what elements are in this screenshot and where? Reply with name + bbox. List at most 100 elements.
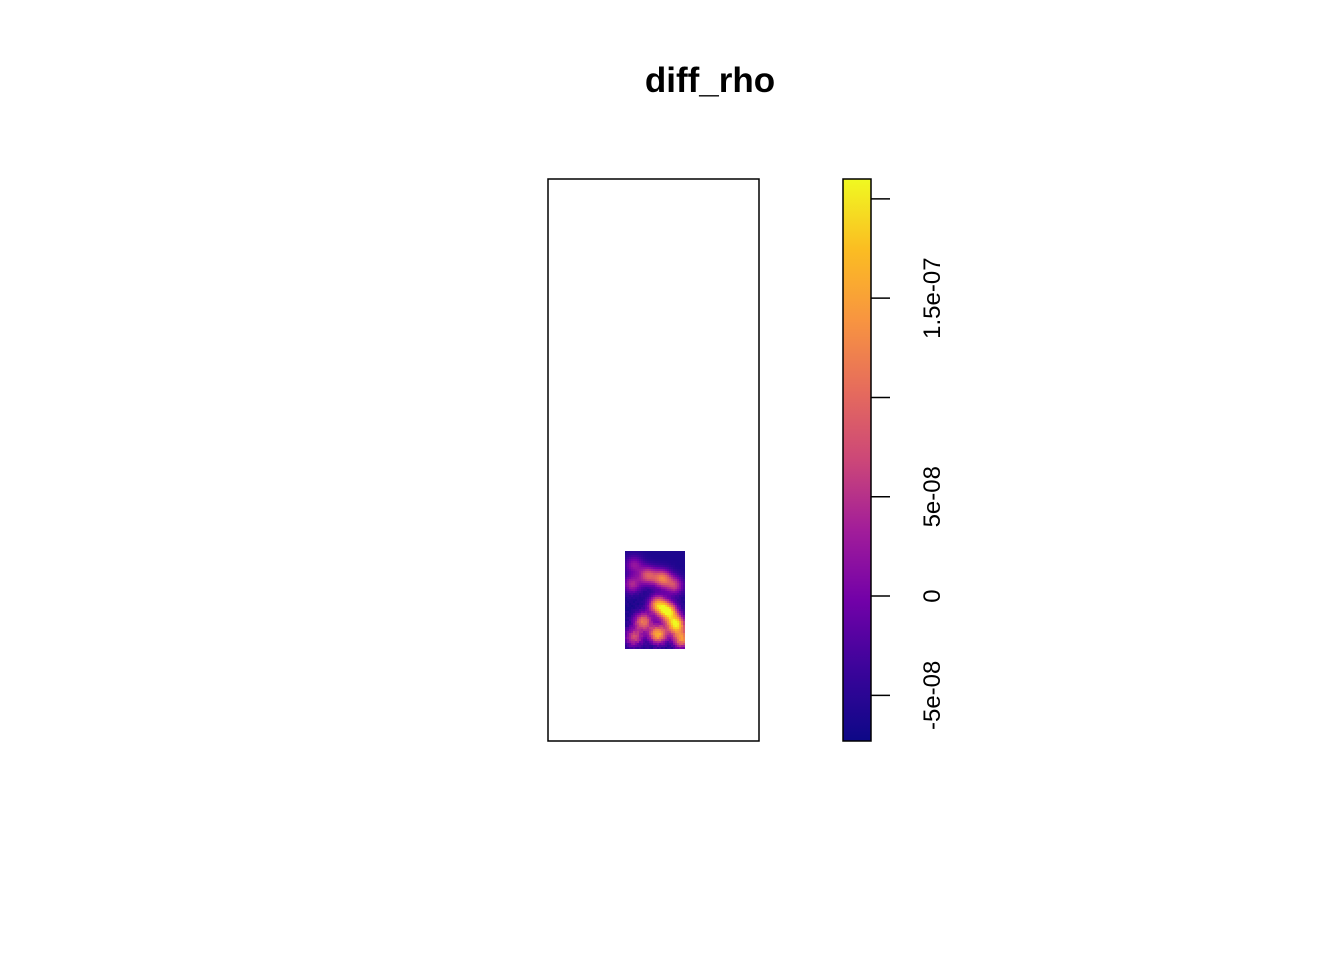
heatmap-cell — [659, 567, 662, 570]
heatmap-cell — [675, 587, 678, 590]
heatmap-cell — [651, 647, 654, 649]
heatmap-cell — [637, 561, 640, 564]
heatmap-cell — [667, 619, 670, 622]
heatmap-cell — [673, 631, 676, 634]
heatmap-cell — [629, 553, 632, 556]
heatmap-cell — [643, 635, 646, 638]
heatmap-cell — [667, 567, 670, 570]
heatmap-cell — [635, 617, 638, 620]
heatmap-cell — [635, 577, 638, 580]
heatmap-cell — [661, 571, 664, 574]
heatmap-cell — [637, 643, 640, 646]
heatmap-cell — [631, 605, 634, 608]
heatmap-cell — [649, 567, 652, 570]
heatmap-cell — [625, 597, 628, 600]
heatmap-cell — [643, 591, 646, 594]
heatmap-cell — [659, 601, 662, 604]
heatmap-cell — [653, 589, 656, 592]
heatmap-cell — [643, 571, 646, 574]
heatmap-cell — [683, 563, 685, 566]
heatmap-cell — [677, 593, 680, 596]
heatmap-cell — [637, 581, 640, 584]
heatmap-cell — [641, 573, 644, 576]
heatmap-cell — [657, 563, 660, 566]
heatmap-cell — [665, 579, 668, 582]
heatmap-cell — [643, 565, 646, 568]
heatmap-cell — [641, 571, 644, 574]
heatmap-cell — [641, 611, 644, 614]
heatmap-cell — [627, 633, 630, 636]
heatmap-cell — [647, 619, 650, 622]
heatmap-cell — [661, 589, 664, 592]
heatmap-cell — [653, 633, 656, 636]
heatmap-cell — [647, 607, 650, 610]
heatmap-cell — [667, 563, 670, 566]
heatmap-cell — [683, 573, 685, 576]
heatmap-cell — [635, 575, 638, 578]
heatmap-cell — [627, 601, 630, 604]
heatmap-cell — [629, 615, 632, 618]
heatmap-cell — [657, 601, 660, 604]
heatmap-cell — [651, 613, 654, 616]
heatmap-cell — [679, 581, 682, 584]
heatmap-cell — [669, 623, 672, 626]
heatmap-cell — [653, 573, 656, 576]
heatmap-cell — [641, 639, 644, 642]
heatmap-cell — [631, 573, 634, 576]
heatmap-cell — [673, 563, 676, 566]
heatmap-cell — [641, 613, 644, 616]
heatmap-cell — [653, 565, 656, 568]
heatmap-cell — [665, 645, 668, 648]
heatmap-cell — [679, 647, 682, 649]
heatmap-cell — [655, 605, 658, 608]
heatmap-cell — [645, 569, 648, 572]
heatmap-cell — [657, 561, 660, 564]
heatmap-cell — [627, 589, 630, 592]
heatmap-cell — [667, 561, 670, 564]
heatmap-cell — [635, 629, 638, 632]
chart-title: diff_rho — [645, 61, 775, 100]
heatmap-cell — [667, 607, 670, 610]
heatmap-cell — [651, 629, 654, 632]
heatmap-cell — [641, 569, 644, 572]
heatmap-cell — [627, 593, 630, 596]
heatmap-cell — [659, 583, 662, 586]
heatmap-cell — [655, 579, 658, 582]
heatmap-cell — [629, 577, 632, 580]
heatmap-cell — [629, 593, 632, 596]
heatmap-cell — [667, 585, 670, 588]
heatmap-cell — [647, 587, 650, 590]
heatmap-cell — [639, 597, 642, 600]
heatmap-cell — [681, 567, 684, 570]
heatmap-cell — [669, 599, 672, 602]
heatmap-cell — [679, 641, 682, 644]
heatmap-cell — [657, 647, 660, 649]
heatmap-cell — [673, 637, 676, 640]
heatmap-cell — [629, 591, 632, 594]
heatmap-cell — [671, 603, 674, 606]
heatmap-cell — [655, 641, 658, 644]
heatmap-cell — [625, 599, 628, 602]
heatmap-cell — [645, 605, 648, 608]
heatmap-cell — [669, 615, 672, 618]
heatmap-cell — [679, 599, 682, 602]
heatmap-cell — [633, 635, 636, 638]
heatmap-cell — [635, 633, 638, 636]
heatmap-cell — [633, 575, 636, 578]
heatmap-cell — [649, 555, 652, 558]
heatmap-cell — [651, 553, 654, 556]
heatmap-cell — [645, 623, 648, 626]
heatmap-cell — [631, 585, 634, 588]
heatmap-cell — [677, 629, 680, 632]
heatmap-cell — [673, 625, 676, 628]
heatmap-cell — [635, 603, 638, 606]
heatmap-cell — [645, 583, 648, 586]
heatmap-cell — [655, 603, 658, 606]
heatmap-cell — [681, 571, 684, 574]
heatmap-cell — [669, 553, 672, 556]
heatmap-cell — [657, 567, 660, 570]
heatmap-cell — [659, 555, 662, 558]
heatmap-cell — [631, 629, 634, 632]
heatmap-cell — [663, 581, 666, 584]
heatmap-cell — [675, 569, 678, 572]
